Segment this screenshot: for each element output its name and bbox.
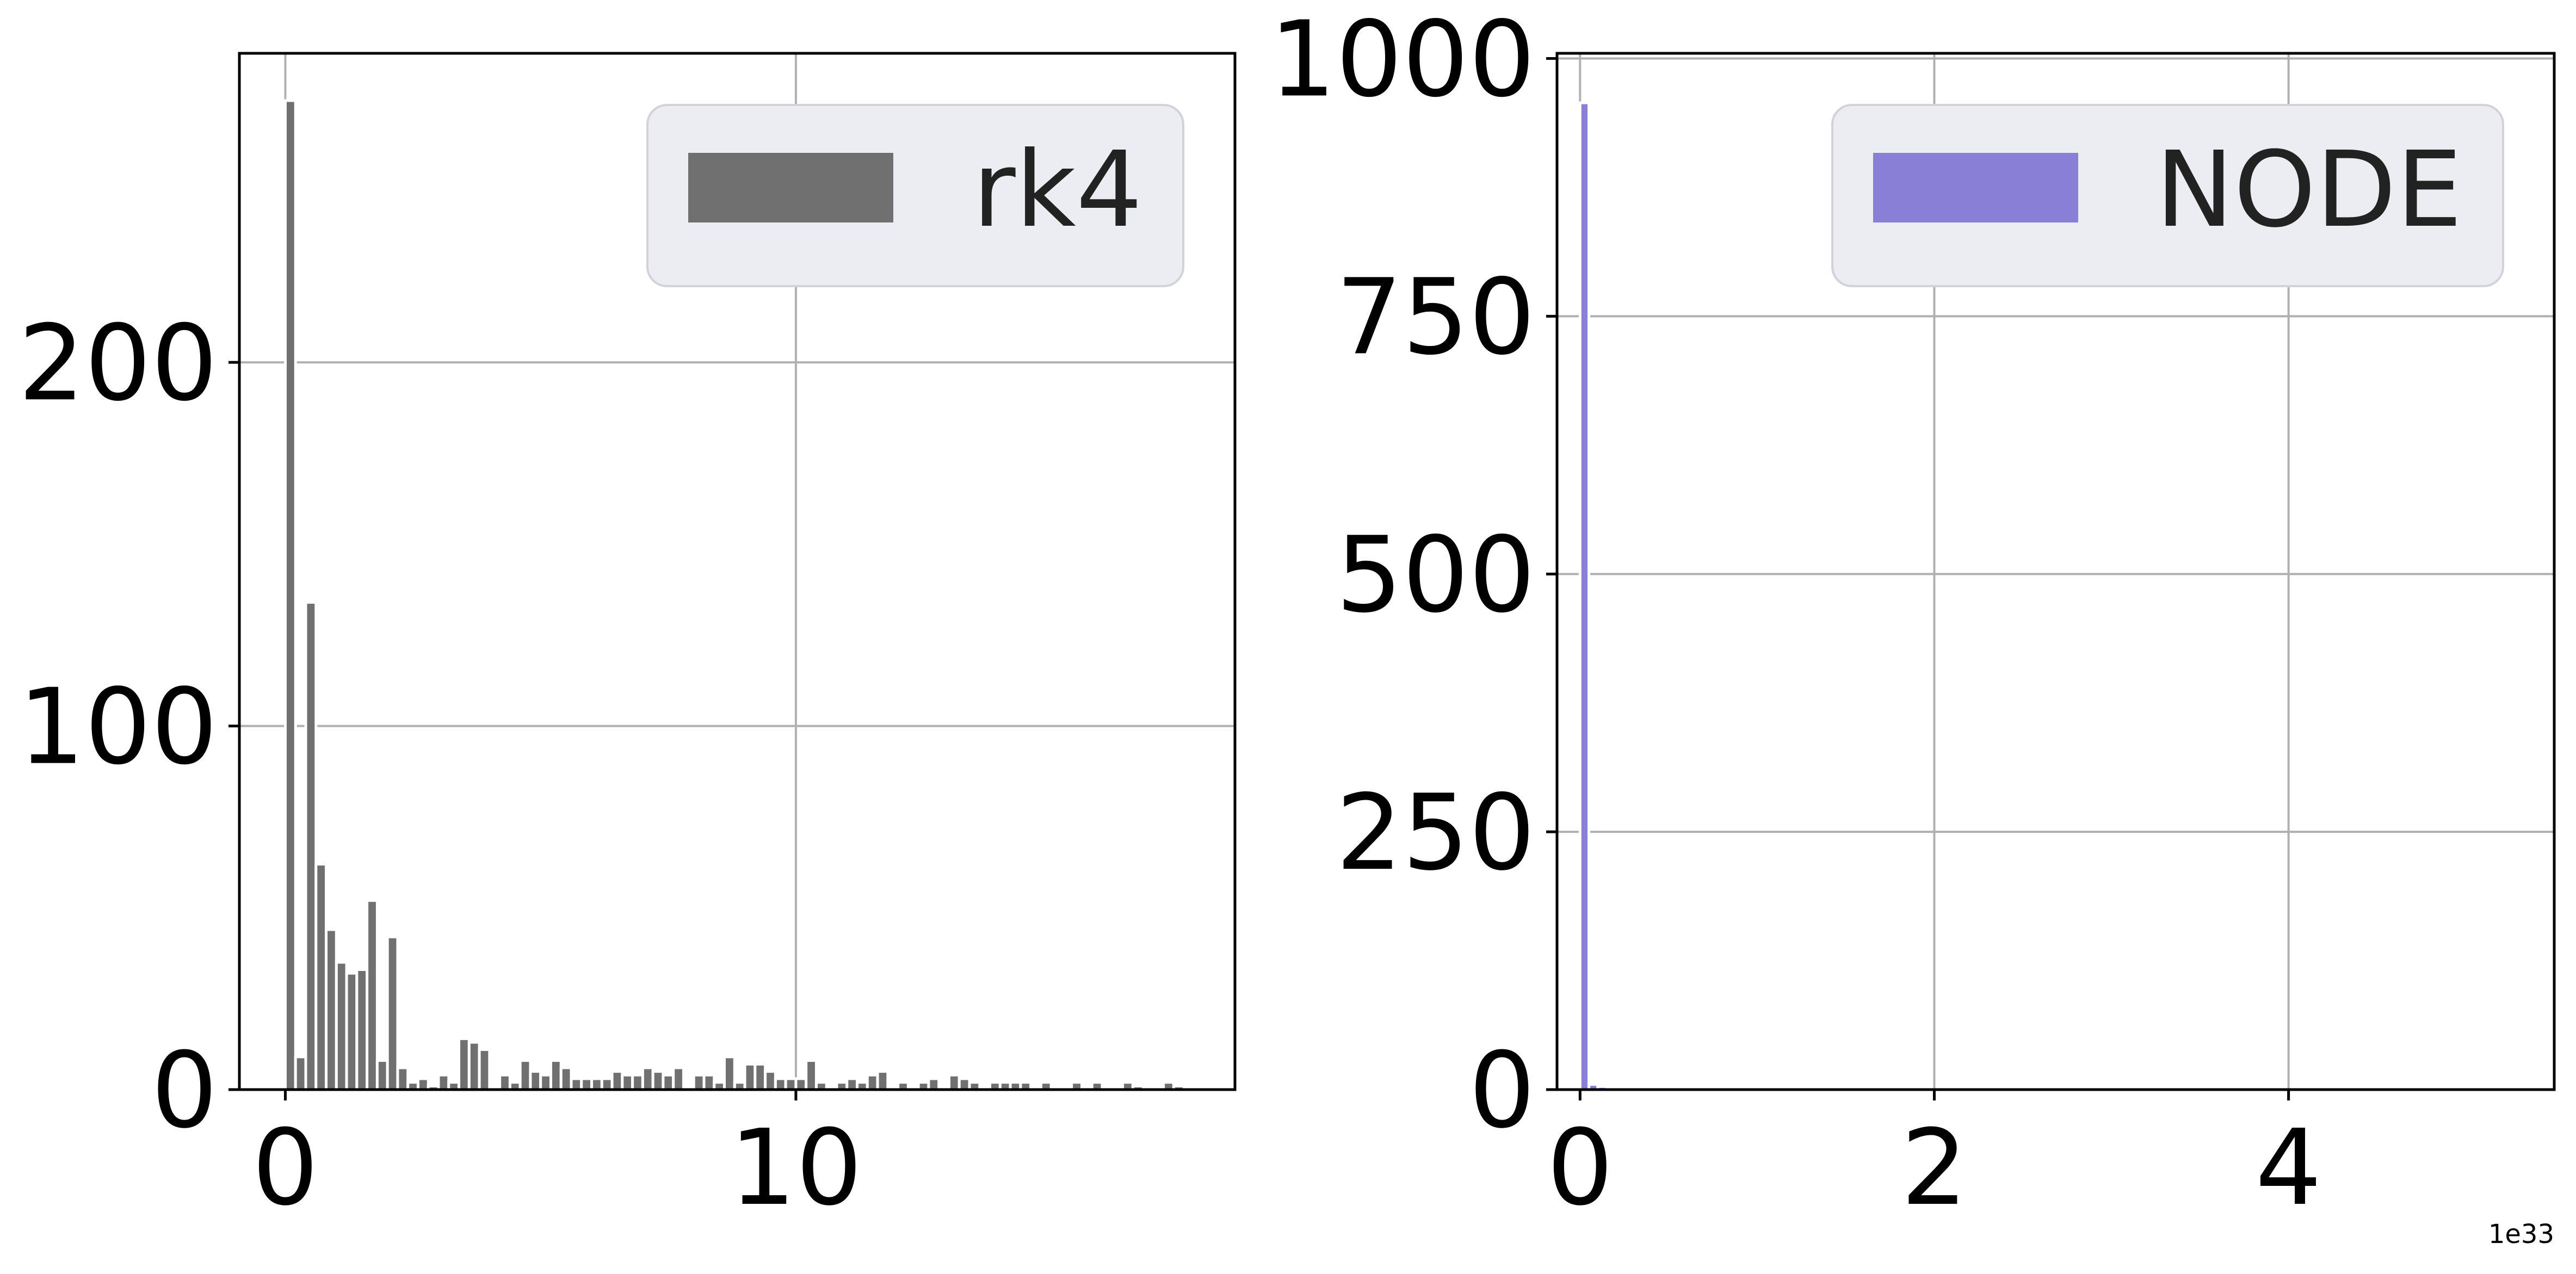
plot-frame [238,52,1237,1091]
histogram-bar [784,1077,798,1091]
legend-label: NODE [2155,129,2462,251]
plot-frame [1555,52,2556,1091]
y-tick-label: 1000 [1269,0,1535,120]
histogram-bar [396,1066,410,1091]
histogram-bar [947,1073,961,1091]
x-tick-label: 2 [1901,1108,1967,1229]
histogram-bar [518,1059,532,1091]
histogram-bar [335,961,348,1091]
histogram-bar [794,1077,808,1091]
histogram-bar [580,1077,594,1091]
x-tick-label: 4 [2256,1108,2322,1229]
histogram-bar [641,1066,654,1091]
legend-swatch [1873,153,2078,222]
histogram-bar [437,1073,450,1091]
histogram-bar [774,1077,787,1091]
histogram-bar [876,1070,889,1091]
histogram-bar [559,1066,573,1091]
histogram-bar [662,1073,675,1091]
histogram-bar [345,972,359,1091]
histogram-bar [743,1062,757,1091]
histogram-bar [549,1059,563,1091]
y-tick-label: 0 [1469,1030,1535,1152]
histogram-bar [304,601,318,1091]
histogram-bar [590,1077,603,1091]
histogram-bar [366,899,379,1091]
y-tick-label: 750 [1336,257,1535,378]
histogram-bar [805,1059,818,1091]
histogram-bar [692,1073,706,1091]
histogram-bar [325,928,338,1091]
histogram-bar [529,1070,542,1091]
histogram-bar [702,1073,716,1091]
histogram-bar [416,1077,430,1091]
y-tick-label: 100 [18,667,218,788]
histogram-bar [386,935,399,1091]
histogram-bar [478,1048,491,1091]
histogram-bar [672,1066,685,1091]
histogram-bar [355,968,369,1091]
histogram-bar [621,1073,634,1091]
histogram-bar [539,1073,552,1091]
x-offset-label: 1e33 [2488,1219,2554,1250]
histogram-bar [764,1070,777,1091]
histogram-bar [314,863,328,1091]
histogram-bar [723,1055,736,1091]
histogram-bar [375,1059,389,1091]
histogram-bar [927,1077,941,1091]
x-tick-label: 0 [1547,1108,1613,1229]
histogram-bar [600,1077,614,1091]
y-tick-label: 200 [18,303,218,424]
histogram-bar [1578,101,1591,1091]
y-tick-label: 250 [1336,772,1535,894]
legend-label: rk4 [973,129,1142,251]
x-tick-label: 10 [730,1108,862,1229]
y-tick-label: 500 [1336,515,1535,636]
histogram-bar [570,1077,583,1091]
legend-box [646,104,1184,287]
y-tick-label: 0 [151,1030,218,1152]
histogram-bar [458,1037,471,1091]
histogram-bar [498,1073,511,1091]
histogram-bar [957,1077,971,1091]
histogram-bar [294,1055,307,1091]
histogram-bar [651,1070,665,1091]
histogram-bar [610,1070,624,1091]
x-tick-label: 0 [252,1108,318,1229]
histogram-bar [467,1041,481,1091]
histogram-bar [283,99,297,1091]
histogram-bar [845,1077,859,1091]
histogram-bar [866,1073,879,1091]
legend-swatch [688,153,893,222]
histogram-bar [753,1062,767,1091]
histogram-bar [631,1073,644,1091]
legend-box [1831,104,2504,287]
chart-panel-2: 0 2 4 0 250 500 750 1000 1e33 NODE [1269,0,2556,1250]
